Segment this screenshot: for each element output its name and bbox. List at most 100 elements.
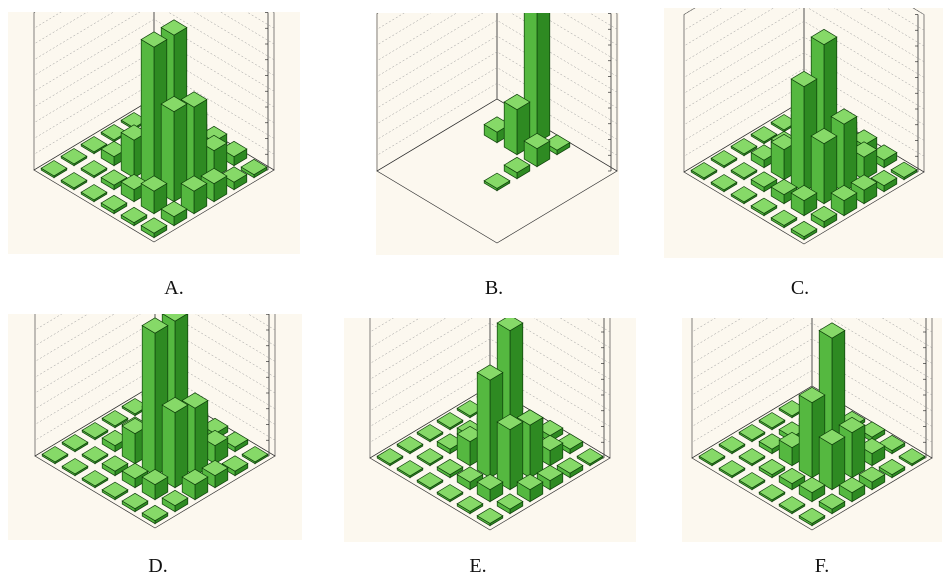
- bar: [738, 472, 766, 491]
- caption-d: D.: [148, 555, 168, 577]
- bar: [181, 468, 209, 501]
- grid-line: [33, 82, 275, 155]
- bar-top-face: [750, 126, 778, 143]
- bar-top-face: [101, 455, 129, 472]
- bar: [810, 205, 838, 229]
- grid-line: [691, 338, 933, 412]
- grid-line: [369, 322, 611, 396]
- bar-top-face: [718, 460, 746, 477]
- grid-line: [683, 21, 925, 94]
- bar-top-face: [830, 184, 858, 202]
- bar-top-face: [818, 493, 846, 510]
- chart-panel-b: [376, 13, 619, 255]
- bar: [100, 194, 128, 215]
- bar: [730, 138, 758, 157]
- bar: [503, 156, 531, 180]
- bar-top-face: [838, 476, 866, 494]
- bar: [436, 484, 464, 503]
- caption-a: A.: [164, 277, 184, 299]
- grid-line: [369, 354, 611, 427]
- bar: [160, 95, 188, 203]
- bar-top-face: [81, 422, 109, 439]
- chart-panel-f: [682, 318, 942, 542]
- grid-line: [376, 35, 618, 109]
- bar: [718, 460, 746, 479]
- bar-top-face: [416, 472, 444, 489]
- bar-top-face: [810, 28, 838, 46]
- bar-top-face: [180, 175, 208, 192]
- grid-line: [33, 66, 275, 139]
- bar: [516, 473, 544, 503]
- bar-top-face: [576, 448, 604, 465]
- grid-line: [691, 354, 933, 427]
- bar: [241, 446, 269, 465]
- chart-d-svg: [34, 314, 276, 529]
- caption-b: B.: [484, 277, 504, 299]
- bar-top-face: [750, 197, 778, 214]
- bar-top-face: [738, 424, 766, 441]
- grid-line: [376, 67, 618, 140]
- chart-panel-e: [344, 318, 636, 542]
- bar-top-face: [850, 174, 878, 191]
- bar: [750, 126, 778, 145]
- bar-top-face: [140, 31, 168, 48]
- bar: [838, 476, 866, 503]
- bar-top-face: [750, 171, 778, 188]
- chart-bars: [40, 19, 268, 239]
- bar: [80, 184, 108, 203]
- bar-top-face: [810, 205, 838, 223]
- bar: [161, 489, 189, 513]
- bar-top-face: [416, 448, 444, 465]
- chart-walls: [691, 318, 933, 531]
- bar-top-face: [496, 318, 524, 332]
- bar-top-face: [61, 458, 89, 475]
- bar-top-face: [790, 220, 818, 238]
- bar: [778, 467, 806, 491]
- bar-top-face: [483, 172, 511, 189]
- bar-top-face: [730, 162, 758, 179]
- bar-top-face: [240, 158, 268, 176]
- bar-top-face: [730, 186, 758, 203]
- grid-line: [683, 84, 925, 157]
- bar-top-face: [556, 457, 584, 474]
- bar: [61, 434, 89, 453]
- bar: [60, 172, 88, 191]
- bar-top-face: [476, 364, 504, 381]
- grid-line: [691, 370, 933, 443]
- grid-line: [376, 51, 618, 125]
- bar-left-face: [818, 436, 833, 491]
- bar: [476, 507, 504, 527]
- bar-top-face: [536, 464, 564, 482]
- bar: [240, 158, 268, 179]
- bar-left-face: [790, 78, 805, 193]
- grid-line: [34, 368, 276, 441]
- bar: [160, 200, 188, 227]
- bar-top-face: [80, 136, 108, 153]
- bar-top-face: [898, 448, 926, 465]
- bar-right-face: [851, 424, 866, 479]
- grid-line: [369, 318, 611, 349]
- bar-top-face: [162, 314, 188, 322]
- bar-top-face: [778, 496, 806, 513]
- grid-line: [369, 370, 611, 443]
- bar-top-face: [100, 169, 128, 186]
- bar: [141, 468, 169, 501]
- bar: [890, 161, 918, 181]
- grid-line: [691, 322, 933, 396]
- bar: [80, 136, 108, 155]
- bar-top-face: [456, 495, 484, 512]
- bar: [40, 160, 68, 179]
- bar-top-face: [738, 448, 766, 465]
- bar-top-face: [121, 492, 149, 510]
- grid-line: [691, 318, 933, 380]
- bar: [790, 220, 818, 241]
- bar: [698, 448, 726, 467]
- grid-line: [683, 68, 925, 141]
- bar: [830, 184, 858, 217]
- bar-top-face: [140, 217, 168, 234]
- caption-c: C.: [790, 277, 810, 299]
- grid-line: [33, 12, 275, 45]
- bar-top-face: [758, 412, 786, 429]
- bar-top-face: [140, 175, 168, 192]
- bar: [536, 464, 564, 491]
